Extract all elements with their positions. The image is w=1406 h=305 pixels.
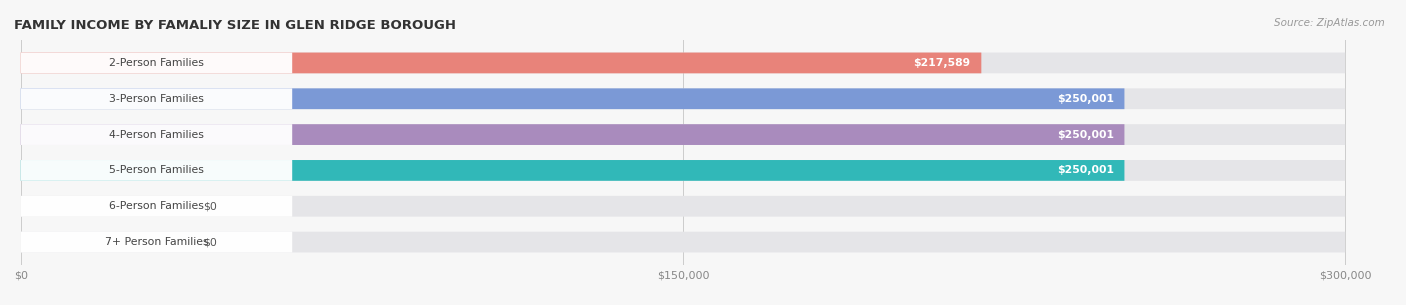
FancyBboxPatch shape <box>21 124 292 145</box>
FancyBboxPatch shape <box>21 88 292 109</box>
FancyBboxPatch shape <box>21 124 1346 145</box>
Text: $250,001: $250,001 <box>1057 94 1114 104</box>
FancyBboxPatch shape <box>21 196 1346 217</box>
FancyBboxPatch shape <box>21 196 292 217</box>
FancyBboxPatch shape <box>21 160 1346 181</box>
FancyBboxPatch shape <box>21 160 1125 181</box>
FancyBboxPatch shape <box>21 124 1125 145</box>
FancyBboxPatch shape <box>21 52 981 73</box>
FancyBboxPatch shape <box>21 232 1346 253</box>
Text: FAMILY INCOME BY FAMALIY SIZE IN GLEN RIDGE BOROUGH: FAMILY INCOME BY FAMALIY SIZE IN GLEN RI… <box>14 19 456 31</box>
Text: 7+ Person Families: 7+ Person Families <box>104 237 208 247</box>
FancyBboxPatch shape <box>21 88 1125 109</box>
Text: $250,001: $250,001 <box>1057 165 1114 175</box>
Text: $250,001: $250,001 <box>1057 130 1114 140</box>
Text: 3-Person Families: 3-Person Families <box>110 94 204 104</box>
Text: $0: $0 <box>204 201 218 211</box>
Text: 2-Person Families: 2-Person Families <box>110 58 204 68</box>
FancyBboxPatch shape <box>21 52 292 73</box>
Text: Source: ZipAtlas.com: Source: ZipAtlas.com <box>1274 18 1385 28</box>
Text: $217,589: $217,589 <box>914 58 970 68</box>
Text: $0: $0 <box>204 237 218 247</box>
Text: 4-Person Families: 4-Person Families <box>110 130 204 140</box>
FancyBboxPatch shape <box>21 88 1346 109</box>
Text: 5-Person Families: 5-Person Families <box>110 165 204 175</box>
FancyBboxPatch shape <box>21 160 292 181</box>
FancyBboxPatch shape <box>21 52 1346 73</box>
Text: 6-Person Families: 6-Person Families <box>110 201 204 211</box>
FancyBboxPatch shape <box>21 232 292 253</box>
